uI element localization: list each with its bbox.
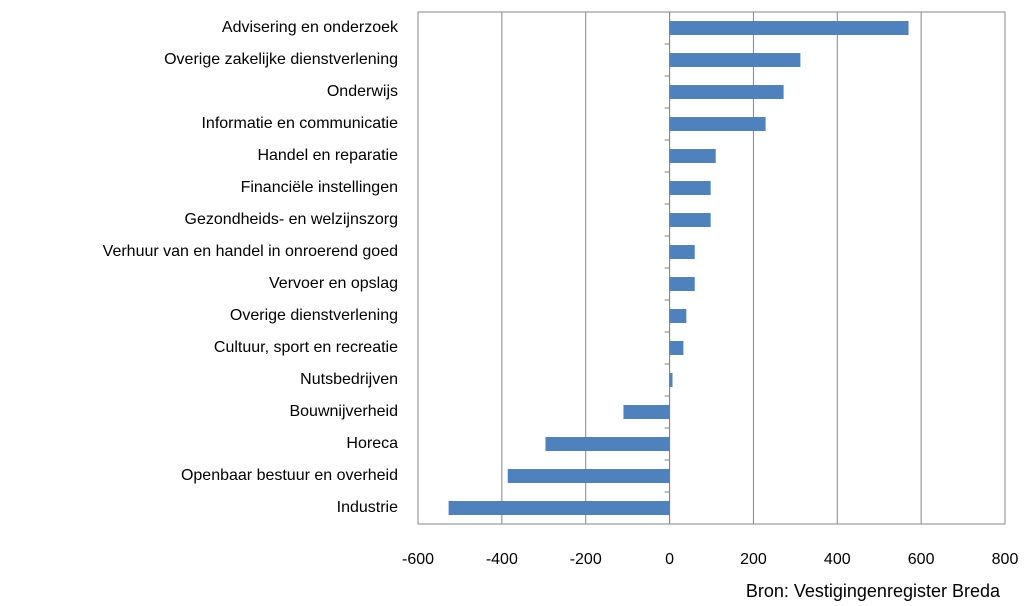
bar [507, 469, 670, 483]
y-tick-label: Verhuur van en handel in onroerend goed [103, 243, 398, 260]
y-tick-label: Informatie en communicatie [201, 115, 398, 132]
bar [669, 277, 695, 291]
x-tick-label: -200 [570, 551, 602, 568]
source: Bron: Vestigingenregister Breda [746, 581, 1001, 601]
bar [669, 53, 801, 67]
y-tick-label: Nutsbedrijven [300, 371, 398, 388]
bar [669, 245, 695, 259]
y-tick-label: Overige zakelijke dienstverlening [164, 51, 398, 68]
y-tick-label: Financiële instellingen [241, 179, 398, 196]
x-tick-label: -600 [402, 551, 434, 568]
bar [669, 85, 784, 99]
x-tick-label: -400 [486, 551, 518, 568]
bar [669, 149, 716, 163]
bar [669, 213, 711, 227]
bar [448, 501, 670, 515]
y-tick-label: Advisering en onderzoek [222, 19, 399, 36]
y-tick-label: Horeca [346, 435, 398, 452]
y-tick-label: Overige dienstverlening [230, 307, 398, 324]
y-tick-label: Handel en reparatie [257, 147, 398, 164]
x-tick-label: 0 [665, 551, 674, 568]
y-tick-label: Industrie [337, 499, 398, 516]
x-tick-label: 600 [908, 551, 935, 568]
y-tick-label: Bouwnijverheid [289, 403, 398, 420]
x-tick-label: 400 [824, 551, 851, 568]
bar [669, 309, 687, 323]
y-tick-label: Onderwijs [327, 83, 398, 100]
y-tick-label: Openbaar bestuur en overheid [181, 467, 398, 484]
y-tick-label: Gezondheids- en welzijnszorg [185, 211, 398, 228]
bar [669, 21, 909, 35]
bar [623, 405, 670, 419]
x-tick-label: 800 [992, 551, 1019, 568]
bar [545, 437, 670, 451]
bar [669, 117, 766, 131]
bar [669, 181, 711, 195]
bar [669, 373, 673, 387]
bar [669, 341, 684, 355]
x-tick-label: 200 [740, 551, 767, 568]
plot-border [417, 11, 1006, 525]
y-tick-label: Vervoer en opslag [269, 275, 398, 292]
y-tick-label: Cultuur, sport en recreatie [214, 339, 398, 356]
